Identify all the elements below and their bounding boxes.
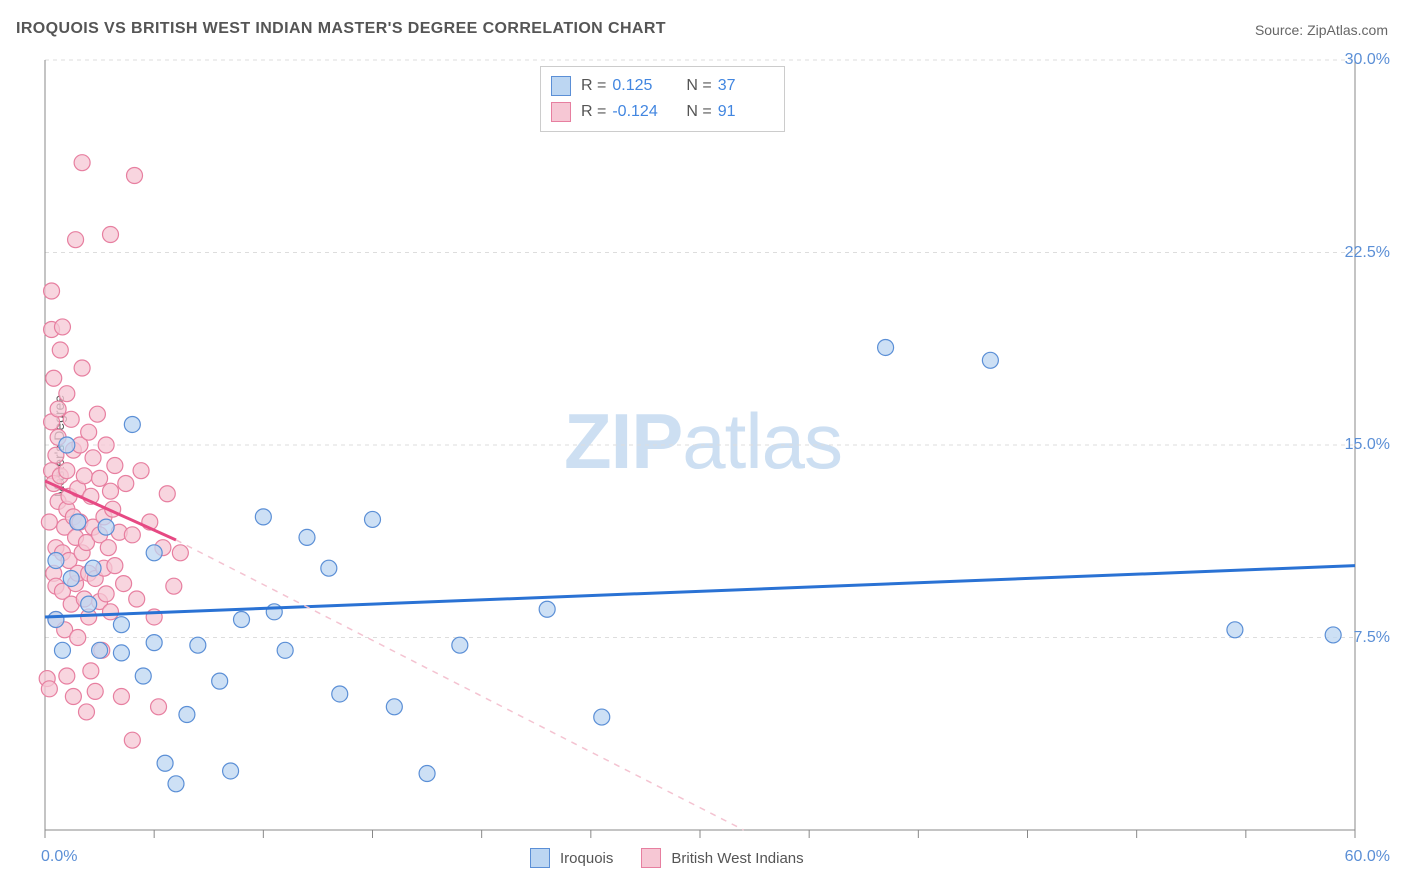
- stats-legend-row: R = 0.125 N = 37: [551, 73, 774, 99]
- stats-legend: R = 0.125 N = 37 R = -0.124 N = 91: [540, 66, 785, 132]
- stats-legend-row: R = -0.124 N = 91: [551, 99, 774, 125]
- y-tick-label: 30.0%: [1345, 51, 1390, 69]
- x-tick-label: 60.0%: [1345, 848, 1390, 866]
- legend-swatch: [641, 848, 661, 868]
- legend-swatch: [551, 76, 571, 96]
- legend-swatch: [530, 848, 550, 868]
- stat-n-label: N =: [686, 77, 711, 95]
- chart-container: IROQUOIS VS BRITISH WEST INDIAN MASTER'S…: [0, 0, 1406, 892]
- stat-r-label: R =: [581, 103, 606, 121]
- legend-swatch: [551, 102, 571, 122]
- x-tick-label: 0.0%: [41, 848, 77, 866]
- scatter-chart: [0, 0, 1406, 892]
- stat-n-value: 91: [718, 103, 774, 121]
- y-tick-label: 22.5%: [1345, 244, 1390, 262]
- stat-n-value: 37: [718, 77, 774, 95]
- y-tick-label: 15.0%: [1345, 436, 1390, 454]
- series-legend: Iroquois British West Indians: [530, 848, 822, 868]
- stat-r-label: R =: [581, 77, 606, 95]
- stat-n-label: N =: [686, 103, 711, 121]
- legend-item-label: British West Indians: [671, 850, 803, 867]
- legend-item-label: Iroquois: [560, 850, 613, 867]
- stat-r-value: 0.125: [612, 77, 676, 95]
- y-tick-label: 7.5%: [1354, 629, 1390, 647]
- stat-r-value: -0.124: [612, 103, 676, 121]
